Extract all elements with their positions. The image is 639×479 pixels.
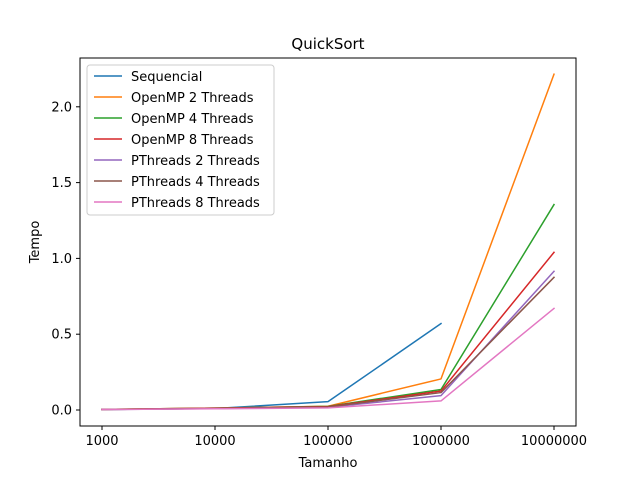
x-tick-label: 1000000 [412,434,470,449]
x-axis-label: Tamanho [298,456,358,471]
y-axis-ticks: 0.0 0.5 1.0 1.5 2.0 [51,100,80,419]
legend-label-openmp-8-threads: OpenMP 8 Threads [131,133,254,148]
legend-label-sequencial: Sequencial [131,70,202,85]
series-line-openmp-4-threads [101,203,556,411]
series-lines [101,73,556,411]
legend-label-openmp-4-threads: OpenMP 4 Threads [131,112,254,127]
y-tick-label: 1.5 [51,176,72,191]
x-tick-label: 10000000 [521,434,587,449]
legend-label-pthreads-8-threads: PThreads 8 Threads [131,196,260,211]
legend-label-pthreads-2-threads: PThreads 2 Threads [131,154,260,169]
y-tick-label: 2.0 [51,100,72,115]
y-tick-label: 0.0 [51,404,72,419]
plot-frame [79,57,577,427]
series-line-pthreads-2-threads [101,270,556,411]
legend-box [86,64,275,216]
legend-label-openmp-2-threads: OpenMP 2 Threads [131,91,254,106]
x-tick-label: 10000 [194,434,235,449]
y-tick-label: 0.5 [51,328,72,343]
series-line-openmp-8-threads [101,251,556,411]
y-axis-label: Tempo [28,221,43,265]
series-line-pthreads-4-threads [101,276,556,411]
series-line-pthreads-8-threads [101,307,556,411]
x-axis-ticks: 1000 10000 100000 1000000 10000000 [85,426,587,449]
y-tick-label: 1.0 [51,252,72,267]
chart-title: QuickSort [291,35,364,53]
x-tick-label: 1000 [85,434,118,449]
legend-label-pthreads-4-threads: PThreads 4 Threads [131,175,260,190]
x-tick-label: 100000 [303,434,353,449]
legend: Sequencial OpenMP 2 Threads OpenMP 4 Threa… [86,64,275,216]
